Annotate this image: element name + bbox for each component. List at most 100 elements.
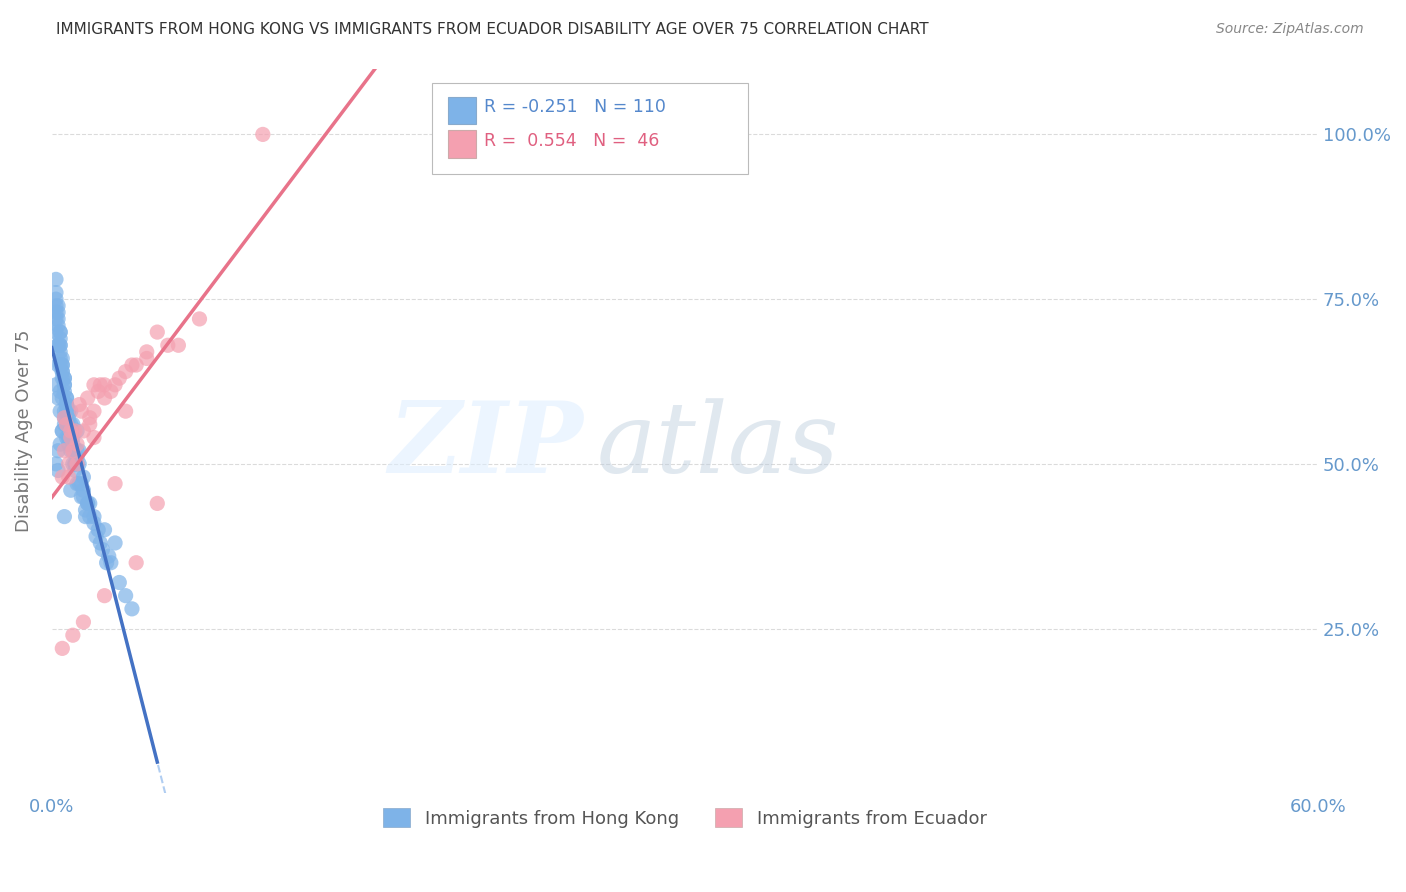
Point [62, 628, 84, 642]
Point [63, 457, 86, 471]
Point [79, 410, 101, 425]
Point [53, 404, 76, 418]
Point [76, 496, 98, 510]
Point [49, 338, 72, 352]
Point [53, 443, 76, 458]
Point [108, 371, 131, 385]
Point [66, 424, 89, 438]
Point [62, 437, 84, 451]
Point [114, 365, 136, 379]
Point [51, 424, 73, 438]
Point [83, 430, 105, 444]
Point [53, 509, 76, 524]
Point [156, 338, 179, 352]
Point [121, 358, 143, 372]
Point [51, 424, 73, 438]
Point [93, 377, 115, 392]
Point [53, 417, 76, 432]
Point [53, 377, 76, 392]
Point [114, 589, 136, 603]
Point [89, 377, 111, 392]
Point [51, 358, 73, 372]
Text: R = -0.251   N = 110: R = -0.251 N = 110 [484, 98, 665, 116]
Point [46, 338, 69, 352]
Point [72, 490, 94, 504]
Point [49, 338, 72, 352]
Point [45, 457, 67, 471]
Point [51, 391, 73, 405]
Point [62, 424, 84, 438]
Point [49, 344, 72, 359]
Point [66, 457, 89, 471]
Point [167, 338, 190, 352]
Point [55, 398, 77, 412]
Point [188, 312, 211, 326]
Point [55, 391, 77, 405]
Point [62, 417, 84, 432]
Text: R =  0.554   N =  46: R = 0.554 N = 46 [484, 132, 659, 150]
Point [45, 325, 67, 339]
Point [58, 417, 80, 432]
Point [83, 377, 105, 392]
Point [59, 417, 82, 432]
Point [75, 503, 97, 517]
Point [46, 358, 69, 372]
Point [51, 365, 73, 379]
Point [63, 424, 86, 438]
Point [66, 476, 89, 491]
Point [59, 424, 82, 438]
Point [46, 463, 69, 477]
Point [66, 457, 89, 471]
Point [76, 496, 98, 510]
Text: ZIP: ZIP [388, 397, 583, 493]
Point [51, 371, 73, 385]
Legend: Immigrants from Hong Kong, Immigrants from Ecuador: Immigrants from Hong Kong, Immigrants fr… [375, 801, 994, 835]
Point [70, 404, 93, 418]
Point [59, 404, 82, 418]
Point [83, 404, 105, 418]
Point [58, 457, 80, 471]
Point [46, 338, 69, 352]
Point [46, 318, 69, 333]
Point [46, 299, 69, 313]
Point [53, 410, 76, 425]
Point [53, 410, 76, 425]
Point [114, 404, 136, 418]
Point [55, 404, 77, 418]
Point [51, 365, 73, 379]
Point [49, 325, 72, 339]
Bar [449, 97, 477, 124]
Point [146, 325, 169, 339]
Point [146, 496, 169, 510]
Point [84, 529, 107, 543]
Point [62, 457, 84, 471]
Point [58, 410, 80, 425]
Point [49, 404, 72, 418]
Point [49, 437, 72, 451]
Point [100, 556, 122, 570]
Point [104, 476, 127, 491]
Point [45, 292, 67, 306]
Point [79, 417, 101, 432]
Point [53, 371, 76, 385]
Point [45, 305, 67, 319]
Text: atlas: atlas [596, 398, 839, 493]
Point [108, 575, 131, 590]
Text: Source: ZipAtlas.com: Source: ZipAtlas.com [1216, 22, 1364, 37]
Point [55, 417, 77, 432]
Point [66, 437, 89, 451]
Point [121, 602, 143, 616]
Point [45, 312, 67, 326]
Point [49, 351, 72, 366]
Point [67, 457, 90, 471]
Point [45, 299, 67, 313]
Point [46, 391, 69, 405]
Point [45, 377, 67, 392]
Point [49, 332, 72, 346]
Point [53, 371, 76, 385]
Point [51, 351, 73, 366]
Point [72, 483, 94, 498]
Point [87, 523, 110, 537]
Point [75, 509, 97, 524]
Point [62, 443, 84, 458]
